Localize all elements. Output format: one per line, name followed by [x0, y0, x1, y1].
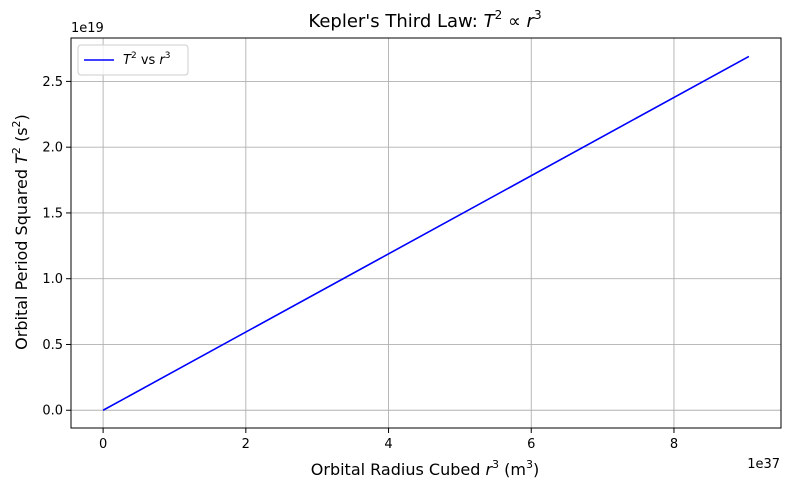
x-axis-label: Orbital Radius Cubed r3 (m3) [311, 458, 539, 479]
y-tick-label: 0.0 [42, 404, 63, 419]
chart-title: Kepler's Third Law: T2 ∝ r3 [308, 8, 541, 32]
y-tick-label: 0.5 [42, 338, 63, 353]
x-tick-label: 6 [527, 437, 535, 452]
x-tick-label: 0 [99, 437, 107, 452]
ticks: 0 2 4 6 8 0.0 0.5 1.0 1.5 2.0 2.5 [42, 75, 678, 452]
x-offset-label: 1e37 [747, 457, 780, 472]
x-tick-label: 4 [384, 437, 392, 452]
axes-frame [70, 37, 782, 429]
x-tick-label: 2 [242, 437, 250, 452]
legend-box [77, 44, 189, 76]
x-tick-label: 8 [670, 437, 678, 452]
series-layer [102, 55, 750, 411]
y-offset-label: 1e19 [71, 21, 104, 36]
y-tick-label: 2.5 [42, 75, 63, 90]
grid [71, 38, 781, 428]
legend: T2 vs r3 [77, 44, 189, 76]
series-line [102, 55, 750, 411]
y-tick-label: 2.0 [42, 141, 63, 156]
y-tick-label: 1.5 [42, 206, 63, 221]
legend-label: T2 vs r3 [123, 51, 171, 68]
y-tick-label: 1.0 [42, 272, 63, 287]
y-axis-label: Orbital Period Squared T2 (s2) [10, 114, 31, 350]
